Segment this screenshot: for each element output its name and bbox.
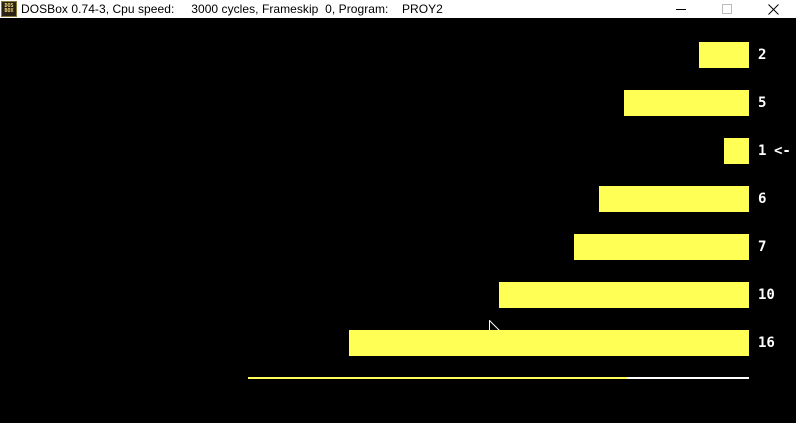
bar-3 [599, 186, 749, 212]
window-controls [658, 0, 796, 18]
maximize-button[interactable] [704, 0, 750, 18]
bar-1 [624, 90, 749, 116]
close-icon [767, 3, 779, 15]
chart-baseline [248, 377, 749, 379]
bar-label-6: 16 [758, 335, 775, 351]
bar-label-1: 5 [758, 95, 767, 111]
dos-screen[interactable]: 2 5 1 <- 6 7 10 16 [0, 18, 796, 423]
bar-label-5: 10 [758, 287, 775, 303]
app-icon-text-bottom: BOX [4, 8, 14, 14]
chart-baseline-segment [627, 377, 749, 379]
selection-arrow: <- [774, 143, 791, 159]
title-bar[interactable]: DOS BOX DOSBox 0.74-3, Cpu speed: 3000 c… [0, 0, 796, 18]
bar-5 [499, 282, 749, 308]
app-icon-text-top: DOS [4, 3, 14, 9]
minimize-icon [676, 9, 686, 10]
bar-6 [349, 330, 749, 356]
bar-label-2: 1 [758, 143, 767, 159]
bar-4 [574, 234, 749, 260]
dosbox-app-icon[interactable]: DOS BOX [1, 1, 17, 17]
bar-label-0: 2 [758, 47, 767, 63]
bar-label-4: 7 [758, 239, 767, 255]
bar-2 [724, 138, 749, 164]
minimize-button[interactable] [658, 0, 704, 18]
bar-label-3: 6 [758, 191, 767, 207]
window-title: DOSBox 0.74-3, Cpu speed: 3000 cycles, F… [21, 2, 443, 16]
maximize-icon [722, 4, 732, 14]
close-button[interactable] [750, 0, 796, 18]
bar-0 [699, 42, 749, 68]
